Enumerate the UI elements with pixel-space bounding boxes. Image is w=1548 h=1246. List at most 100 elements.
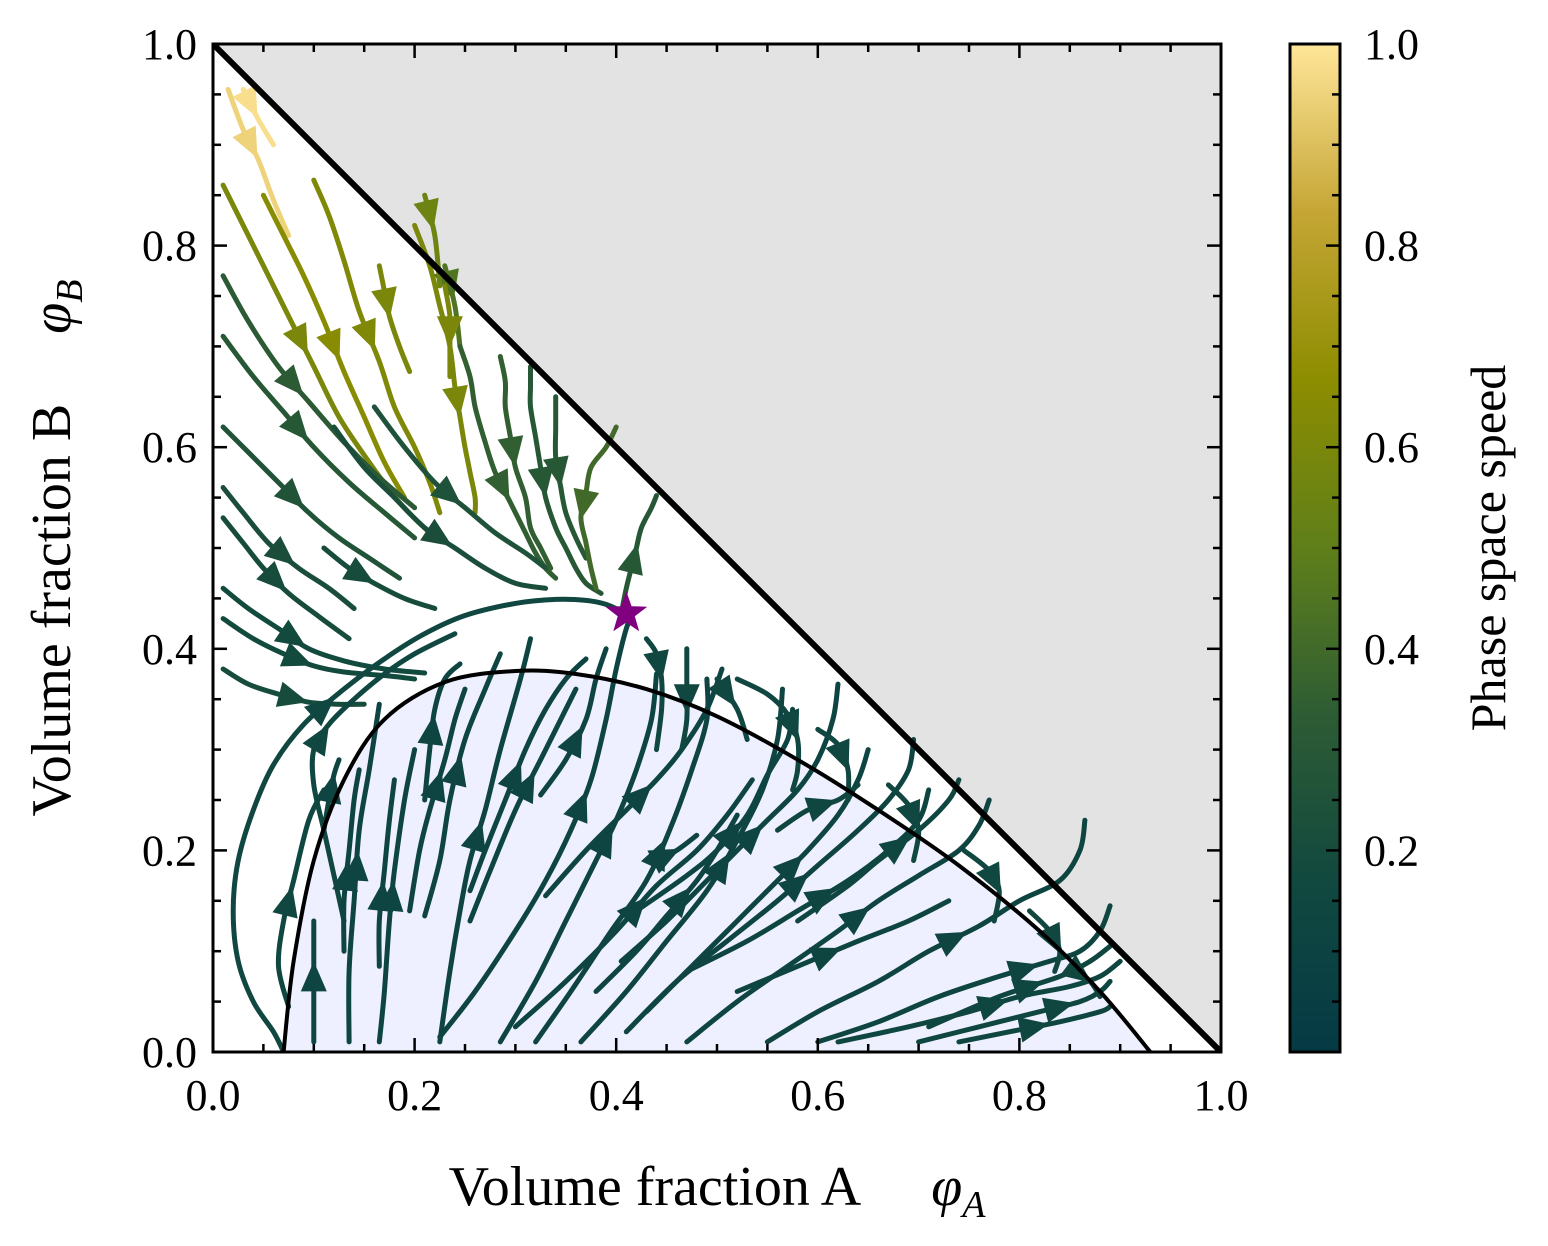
streamline [225,86,292,238]
streamline [538,646,609,798]
streamline-arrow [497,760,522,794]
streamline-arrow [804,797,838,823]
streamline-arrow [273,619,307,647]
streamline-arrow [643,649,669,682]
colorbar [1288,42,1342,1054]
streamline-arrow [673,684,700,715]
streamline [220,616,418,682]
y-tick-label: 0.2 [142,826,197,875]
streamline-arrow [825,738,850,772]
spinodal-curve [281,668,1152,1052]
streamline-arrow [527,465,554,498]
streamline [341,767,362,954]
boundary-line [213,44,1221,1052]
streamline-arrow [617,543,643,576]
streamline [633,706,796,914]
axis-ticks [211,42,1223,1054]
streamline [764,817,1088,1045]
streamline [220,273,418,511]
streamline-arrow [413,197,439,230]
y-tick-label: 0.4 [142,625,197,674]
colorbar-ticks [1326,42,1340,1003]
streamline [220,424,402,581]
streamline-arrow [420,518,453,547]
colorbar-tick-labels: 0.2 0.4 0.6 0.8 1.0 [1364,20,1419,875]
streamline [956,1004,1113,1045]
streamline-arrow [273,477,305,509]
y-axis-label: Volume fraction B [21,404,83,817]
y-axis-title: Volume fraction B φB [21,280,91,817]
x-tick-label: 1.0 [1194,1071,1249,1120]
streamline-arrow [377,880,404,912]
streamline-arrow [878,836,911,865]
streamline-arrow [587,826,613,860]
x-tick-label: 0.0 [186,1071,241,1120]
colorbar-title: Phase space speed [1460,365,1516,732]
streamline-arrow [616,897,647,929]
streamline-arrow [777,873,809,903]
x-axis-title: Volume fraction A φA [449,1156,987,1226]
streamline [371,404,549,571]
streamline-arrow [934,931,968,957]
streamline-arrow [332,860,358,892]
streamline [734,898,952,994]
streamline-arrow [417,714,444,746]
streamline-arrow [803,888,836,915]
streamline-arrow [371,286,397,319]
x-tick-label: 0.2 [387,1071,442,1120]
streamline-arrow [563,791,588,824]
streamline-arrow [232,85,258,118]
streamline-arrow [279,409,309,441]
streamline-arrow [460,820,486,854]
streamline-arrow [662,886,692,919]
colorbar-tick-label: 0.2 [1364,826,1419,875]
colorbar-tick-label: 0.4 [1364,625,1419,674]
streamline-arrow [316,327,341,361]
streamline-arrow [1017,1017,1050,1043]
streamline [376,777,397,969]
streamline [527,364,604,596]
streamline-arrow [497,435,524,467]
x-tick-label: 0.8 [992,1071,1047,1120]
streamline-arrow [772,854,804,886]
streamline-arrow [809,947,842,972]
colorbar-tick-label: 0.8 [1364,222,1419,271]
streamline-arrow [838,906,871,936]
streamline-arrow [272,886,298,919]
streamline-arrow [302,724,330,757]
streamline-arrow [274,364,304,396]
streamline-arrow [232,125,258,159]
y-tick-label: 0.0 [142,1028,197,1077]
streamline-arrow [351,317,376,351]
streamline-arrow [975,861,1001,895]
x-axis-label: Volume fraction A [449,1156,862,1218]
y-tick-label: 0.8 [142,222,197,271]
streamline-arrow [430,475,462,505]
plot-layer [213,44,1221,1052]
streamline [926,943,1113,1030]
streamline-arrow [647,848,680,874]
x-axis-symbol-sub: A [959,1184,986,1226]
streamline-arrow [275,681,309,707]
streamline-arrow [557,726,583,759]
streamline [467,656,589,894]
streamline-arrow [732,824,763,856]
y-axis-symbol: φ [21,303,83,334]
streamline [220,333,418,541]
streamline-arrow [895,798,921,832]
streamline [497,354,554,571]
colorbar-tick-label: 1.0 [1364,20,1419,69]
streamline [543,666,725,899]
streamline-arrow [300,961,327,992]
x-tick-label: 0.4 [589,1071,644,1120]
fixed-point-star [605,591,648,632]
streamline-arrow [573,487,600,520]
streamline-arrow [282,322,308,355]
streamline-arrow [1011,978,1044,1004]
streamline-arrow [1042,997,1075,1023]
axis-tick-labels: 0.0 0.2 0.4 0.6 0.8 1.0 0.0 0.2 0.4 0.6 0.8 1.0 [142,20,1249,1120]
streamline [220,585,428,676]
streamline-arrow [256,561,287,592]
y-tick-label: 1.0 [142,20,197,69]
